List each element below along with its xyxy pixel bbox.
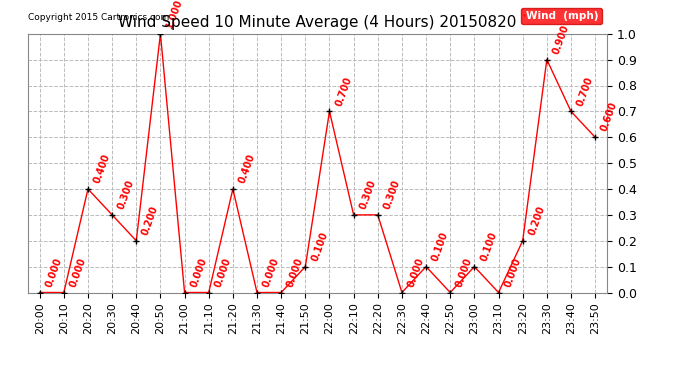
Text: 0.300: 0.300 bbox=[382, 178, 402, 211]
Text: 0.200: 0.200 bbox=[141, 204, 160, 237]
Text: 0.600: 0.600 bbox=[600, 101, 619, 133]
Text: 0.000: 0.000 bbox=[286, 256, 305, 288]
Text: 0.000: 0.000 bbox=[44, 256, 63, 288]
Text: 0.000: 0.000 bbox=[406, 256, 426, 288]
Text: 0.900: 0.900 bbox=[551, 23, 571, 56]
Text: 0.000: 0.000 bbox=[68, 256, 88, 288]
Text: 0.200: 0.200 bbox=[527, 204, 546, 237]
Text: 0.400: 0.400 bbox=[92, 153, 112, 185]
Text: 0.700: 0.700 bbox=[334, 75, 353, 107]
Text: 0.300: 0.300 bbox=[117, 178, 136, 211]
Text: 1.000: 1.000 bbox=[165, 0, 184, 30]
Text: Copyright 2015 Cartronics.com: Copyright 2015 Cartronics.com bbox=[28, 13, 169, 22]
Text: 0.300: 0.300 bbox=[358, 178, 377, 211]
Text: 0.000: 0.000 bbox=[262, 256, 281, 288]
Text: 0.400: 0.400 bbox=[237, 153, 257, 185]
Text: 0.700: 0.700 bbox=[575, 75, 595, 107]
Text: 0.100: 0.100 bbox=[479, 230, 498, 262]
Text: 0.000: 0.000 bbox=[503, 256, 522, 288]
Text: 0.000: 0.000 bbox=[213, 256, 233, 288]
Text: 0.000: 0.000 bbox=[455, 256, 474, 288]
Text: 0.000: 0.000 bbox=[189, 256, 208, 288]
Text: 0.100: 0.100 bbox=[310, 230, 329, 262]
Text: 0.100: 0.100 bbox=[431, 230, 450, 262]
Text: Wind Speed 10 Minute Average (4 Hours) 20150820: Wind Speed 10 Minute Average (4 Hours) 2… bbox=[118, 15, 517, 30]
Legend: Wind  (mph): Wind (mph) bbox=[521, 8, 602, 24]
